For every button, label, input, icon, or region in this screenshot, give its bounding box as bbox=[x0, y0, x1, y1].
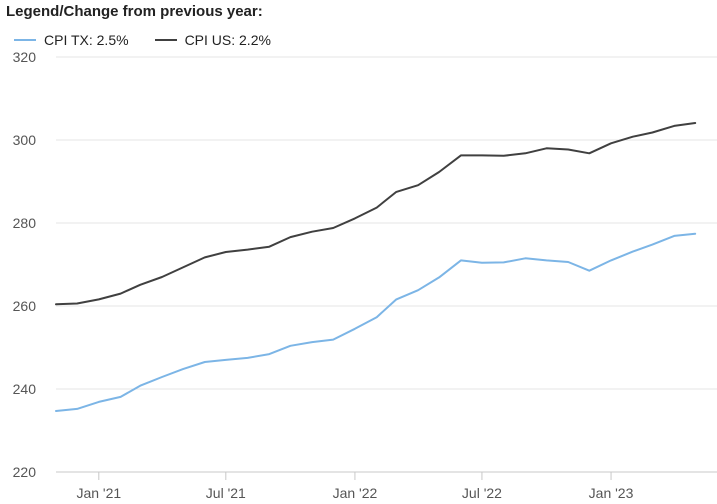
legend-swatch-cpi-us bbox=[154, 39, 177, 41]
legend-item-cpi-us[interactable]: CPI US: 2.2% bbox=[154, 32, 271, 48]
y-tick-label-300: 300 bbox=[13, 132, 37, 148]
legend-label-cpi-tx: CPI TX: 2.5% bbox=[44, 32, 129, 48]
legend-title: Legend/Change from previous year: bbox=[6, 3, 263, 20]
series-line-cpi-us[interactable] bbox=[55, 122, 697, 306]
x-tick-label-3: Jul '22 bbox=[462, 485, 502, 501]
legend: CPI TX: 2.5% CPI US: 2.2% bbox=[14, 32, 297, 48]
y-tick-label-240: 240 bbox=[13, 381, 37, 397]
legend-label-cpi-us: CPI US: 2.2% bbox=[184, 32, 271, 48]
x-tick-label-1: Jul '21 bbox=[206, 485, 246, 501]
x-tick-label-4: Jan '23 bbox=[589, 485, 634, 501]
x-tick-label-2: Jan '22 bbox=[333, 485, 378, 501]
legend-swatch-cpi-tx bbox=[14, 39, 36, 41]
y-tick-label-280: 280 bbox=[13, 215, 37, 231]
series-line-cpi-tx[interactable] bbox=[55, 232, 697, 412]
x-tick-label-0: Jan '21 bbox=[76, 485, 121, 501]
y-tick-label-220: 220 bbox=[13, 464, 37, 480]
legend-item-cpi-tx[interactable]: CPI TX: 2.5% bbox=[14, 32, 129, 48]
y-tick-label-320: 320 bbox=[13, 49, 37, 65]
y-tick-label-260: 260 bbox=[13, 298, 37, 314]
